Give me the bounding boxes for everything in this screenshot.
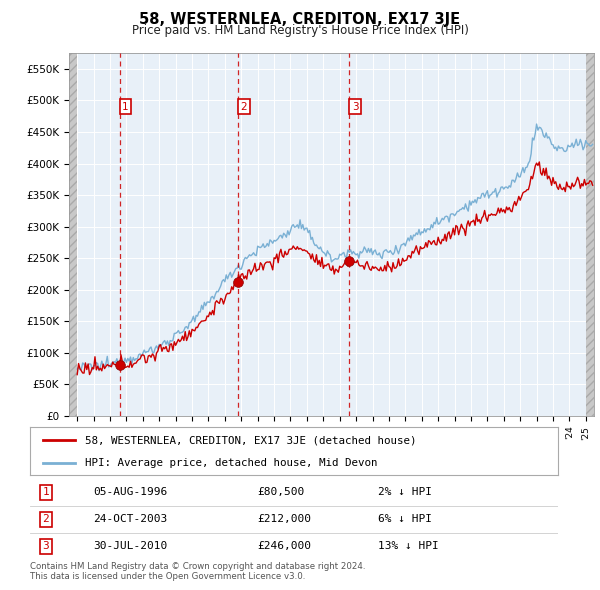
Bar [586, 53, 594, 416]
Text: 2: 2 [241, 101, 247, 112]
Text: 58, WESTERNLEA, CREDITON, EX17 3JE (detached house): 58, WESTERNLEA, CREDITON, EX17 3JE (deta… [85, 435, 417, 445]
Text: 30-JUL-2010: 30-JUL-2010 [94, 542, 167, 552]
Text: 3: 3 [352, 101, 358, 112]
Text: 2: 2 [43, 514, 49, 525]
Text: 3: 3 [43, 542, 49, 552]
Text: £246,000: £246,000 [257, 542, 311, 552]
Text: 13% ↓ HPI: 13% ↓ HPI [379, 542, 439, 552]
Text: 1: 1 [43, 487, 49, 497]
Text: 2% ↓ HPI: 2% ↓ HPI [379, 487, 433, 497]
Text: 6% ↓ HPI: 6% ↓ HPI [379, 514, 433, 525]
Text: HPI: Average price, detached house, Mid Devon: HPI: Average price, detached house, Mid … [85, 458, 378, 468]
Text: Contains HM Land Registry data © Crown copyright and database right 2024.
This d: Contains HM Land Registry data © Crown c… [30, 562, 365, 581]
Text: 1: 1 [122, 101, 129, 112]
Text: £212,000: £212,000 [257, 514, 311, 525]
Bar [69, 53, 77, 416]
Text: £80,500: £80,500 [257, 487, 304, 497]
Text: 05-AUG-1996: 05-AUG-1996 [94, 487, 167, 497]
Text: 24-OCT-2003: 24-OCT-2003 [94, 514, 167, 525]
Text: 58, WESTERNLEA, CREDITON, EX17 3JE: 58, WESTERNLEA, CREDITON, EX17 3JE [139, 12, 461, 27]
Text: Price paid vs. HM Land Registry's House Price Index (HPI): Price paid vs. HM Land Registry's House … [131, 24, 469, 37]
